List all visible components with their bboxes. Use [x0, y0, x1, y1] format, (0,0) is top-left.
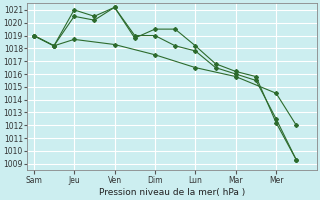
X-axis label: Pression niveau de la mer( hPa ): Pression niveau de la mer( hPa ) — [99, 188, 245, 197]
